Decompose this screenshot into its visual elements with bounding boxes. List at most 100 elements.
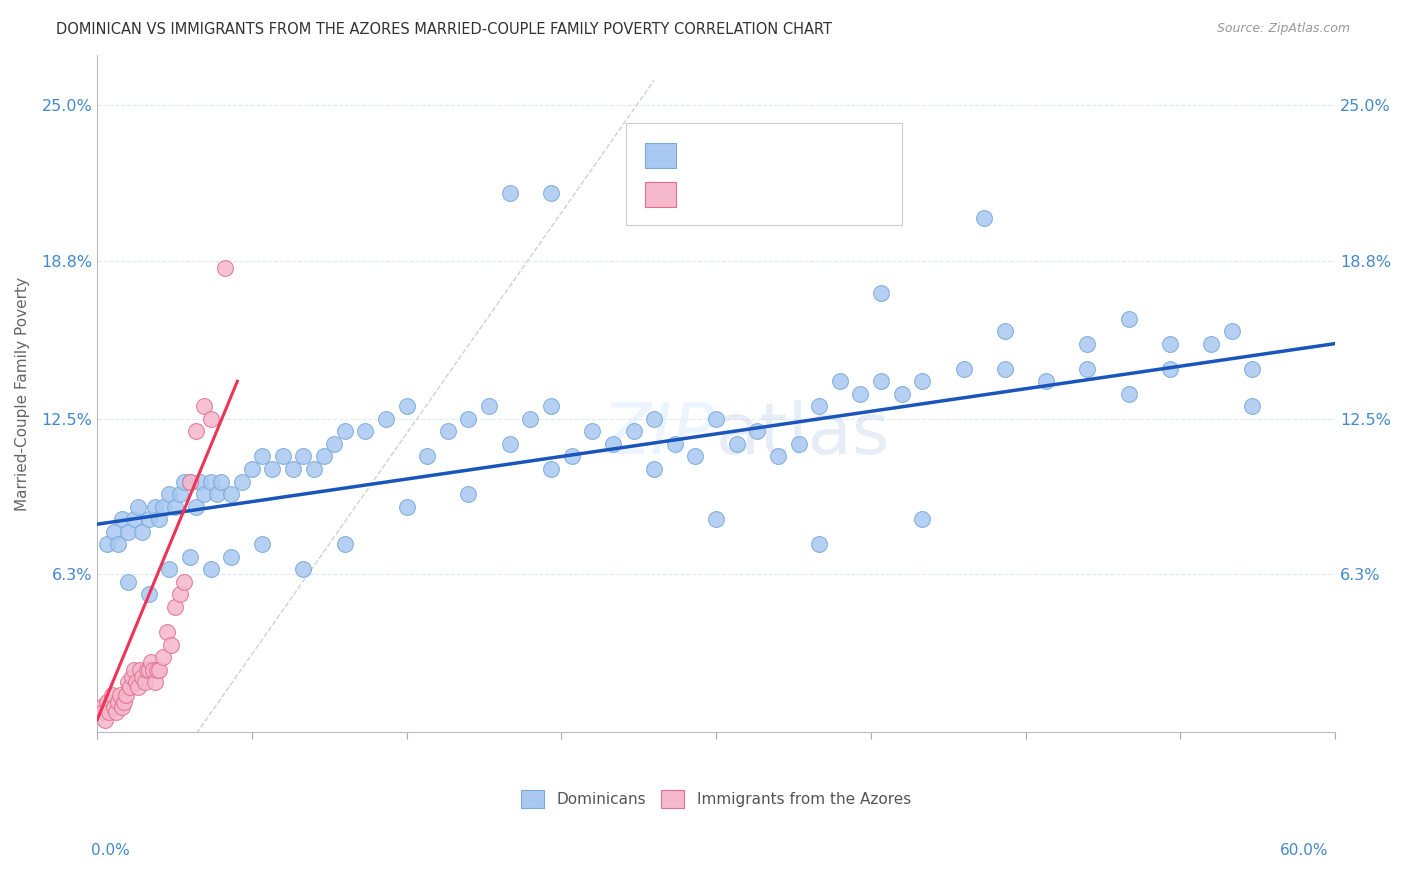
Point — [1159, 336, 1181, 351]
Point — [148, 512, 170, 526]
Point — [209, 475, 232, 489]
Point — [96, 537, 118, 551]
Point — [828, 374, 851, 388]
Point — [165, 500, 187, 514]
Point — [911, 374, 934, 388]
Point — [98, 706, 121, 720]
Point — [104, 706, 127, 720]
Point — [354, 425, 377, 439]
Point — [1241, 400, 1264, 414]
Point — [188, 475, 211, 489]
Text: R =: R = — [685, 187, 717, 202]
Point — [870, 374, 893, 388]
Point — [165, 599, 187, 614]
Point — [281, 462, 304, 476]
Point — [127, 500, 149, 514]
Point — [157, 487, 180, 501]
Point — [200, 475, 222, 489]
Point — [173, 574, 195, 589]
Point — [581, 425, 603, 439]
Point — [643, 412, 665, 426]
Point — [725, 437, 748, 451]
Point — [870, 286, 893, 301]
Point — [333, 537, 356, 551]
Point — [849, 386, 872, 401]
Point — [131, 524, 153, 539]
Text: Source: ZipAtlas.com: Source: ZipAtlas.com — [1216, 22, 1350, 36]
Point — [152, 500, 174, 514]
Text: N =: N = — [768, 148, 811, 163]
Point — [1118, 386, 1140, 401]
Text: 40: 40 — [807, 187, 828, 202]
Point — [623, 425, 645, 439]
Point — [169, 587, 191, 601]
Point — [333, 425, 356, 439]
Text: DOMINICAN VS IMMIGRANTS FROM THE AZORES MARRIED-COUPLE FAMILY POVERTY CORRELATIO: DOMINICAN VS IMMIGRANTS FROM THE AZORES … — [56, 22, 832, 37]
Point — [312, 450, 335, 464]
Point — [148, 663, 170, 677]
Point — [146, 663, 169, 677]
Point — [138, 587, 160, 601]
Point — [160, 638, 183, 652]
Text: 96: 96 — [807, 148, 828, 163]
Point — [292, 450, 315, 464]
Point — [374, 412, 396, 426]
Point — [107, 695, 129, 709]
Point — [103, 524, 125, 539]
Point — [416, 450, 439, 464]
Point — [231, 475, 253, 489]
Point — [1076, 361, 1098, 376]
Point — [302, 462, 325, 476]
Point — [200, 412, 222, 426]
Point — [1035, 374, 1057, 388]
Point — [457, 412, 479, 426]
Point — [120, 680, 142, 694]
Point — [111, 700, 134, 714]
Point — [323, 437, 346, 451]
Point — [704, 512, 727, 526]
Y-axis label: Married-Couple Family Poverty: Married-Couple Family Poverty — [15, 277, 30, 511]
Point — [664, 437, 686, 451]
Point — [125, 675, 148, 690]
Point — [143, 500, 166, 514]
Point — [200, 562, 222, 576]
Text: 0.441: 0.441 — [716, 148, 763, 163]
Point — [103, 700, 125, 714]
Point — [91, 706, 114, 720]
Point — [250, 537, 273, 551]
Point — [395, 400, 418, 414]
Point — [1076, 336, 1098, 351]
Text: 0.478: 0.478 — [716, 187, 763, 202]
Point — [139, 655, 162, 669]
Point — [193, 487, 215, 501]
Point — [561, 450, 583, 464]
Point — [747, 425, 769, 439]
Point — [122, 663, 145, 677]
Point — [240, 462, 263, 476]
Point — [121, 670, 143, 684]
Point — [96, 695, 118, 709]
Point — [478, 400, 501, 414]
Point — [457, 487, 479, 501]
Point — [94, 713, 117, 727]
Point — [685, 450, 707, 464]
Point — [643, 462, 665, 476]
Point — [134, 675, 156, 690]
Point — [808, 400, 831, 414]
Point — [127, 680, 149, 694]
Point — [250, 450, 273, 464]
Text: ZIP: ZIP — [602, 400, 716, 469]
Point — [142, 663, 165, 677]
Point — [112, 695, 135, 709]
Point — [111, 512, 134, 526]
Point — [890, 386, 912, 401]
Point — [540, 400, 562, 414]
Point — [117, 524, 139, 539]
Point — [131, 670, 153, 684]
Point — [143, 675, 166, 690]
Point — [108, 688, 131, 702]
Point — [138, 663, 160, 677]
Point — [117, 675, 139, 690]
Point — [1159, 361, 1181, 376]
Point — [952, 361, 974, 376]
